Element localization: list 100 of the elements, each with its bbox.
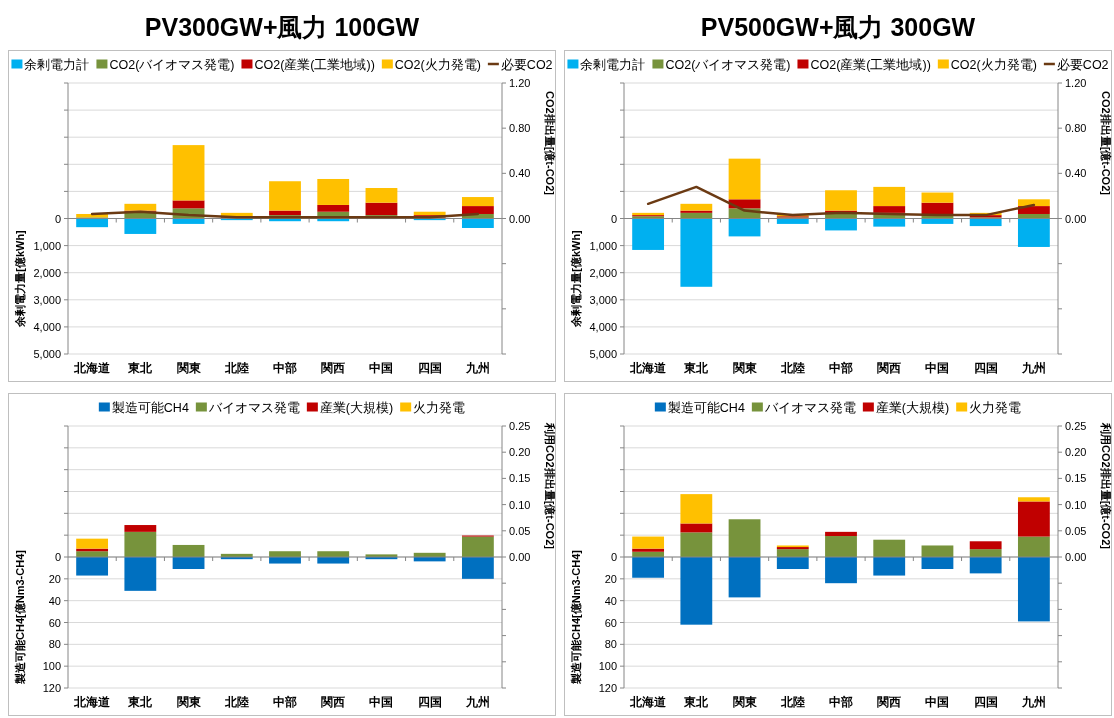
y2-tick-label: 0.25 [509,420,531,432]
y-tick-label: 5,000 [33,348,61,360]
y-axis-title: 製造可能CH4[億Nm3-CH4] [14,549,26,685]
y2-tick-label: 0.80 [1065,122,1087,135]
x-tick-label: 四国 [417,695,442,709]
x-tick-label: 九州 [464,361,490,375]
y2-tick-label: 0.40 [1065,167,1087,180]
y-tick-label: 3,000 [33,293,61,306]
y2-tick-label: 1.20 [1065,77,1087,89]
x-tick-label: 北陸 [223,695,249,709]
y2-tick-label: 0.05 [1065,524,1087,537]
y-tick-label: 40 [604,594,617,607]
x-tick-label: 北陸 [779,361,805,375]
y2-tick-label: 0.00 [509,551,531,563]
x-tick-label: 東北 [127,361,154,375]
y-axis-title: 製造可能CH4[億Nm3-CH4] [570,549,582,685]
x-tick-label: 北海道 [629,695,668,709]
y2-tick-label: 0.00 [1065,551,1087,563]
x-tick-label: 関東 [176,361,202,375]
x-tick-label: 中国 [369,695,394,709]
y2-axis-title: 利用CO2排出量[億t-CO2] [1100,422,1112,550]
legend-label: CO2(産業(工業地域)) [810,56,931,72]
y2-tick-label: 0.80 [509,122,531,135]
legend-label: 製造可能CH4 [111,400,189,415]
y2-axis-title: 利用CO2排出量[億t-CO2] [544,422,556,550]
chart-title: PV500GW+風力 300GW [700,13,976,41]
x-tick-label: 北海道 [73,361,112,375]
y2-tick-label: 0.10 [509,498,531,511]
x-tick-label: 中国 [925,695,950,709]
legend-label: 産業(大規模) [319,399,394,415]
y-tick-label: 120 [42,682,61,694]
x-tick-label: 関東 [176,695,202,709]
x-tick-label: 九州 [1020,695,1046,709]
x-tick-label: 中国 [925,361,950,375]
legend-label: バイオマス発電 [763,400,856,415]
y2-tick-label: 0.25 [1065,420,1087,432]
y-tick-label: 4,000 [589,320,617,333]
y-tick-label: 100 [598,660,617,673]
y-tick-label: 5,000 [589,348,617,360]
x-tick-label: 東北 [683,695,710,709]
x-tick-label: 関東 [732,695,758,709]
x-tick-label: 北陸 [223,361,249,375]
x-tick-label: 四国 [417,361,442,375]
x-tick-label: 四国 [973,361,998,375]
y2-tick-label: 0.20 [509,446,531,459]
y2-axis-title: CO2排出量[億t-CO2] [544,91,556,196]
legend-label: 余剰電力計 [24,57,90,72]
x-tick-label: 北海道 [73,695,112,709]
y2-axis-title: CO2排出量[億t-CO2] [1100,91,1112,196]
x-tick-label: 九州 [464,695,490,709]
x-tick-label: 関西 [321,695,346,709]
legend-label: 製造可能CH4 [667,400,745,415]
legend-label: CO2(火力発電) [950,57,1037,72]
y-axis-title: 余剰電力量[億kWh] [570,229,582,328]
y2-tick-label: 0.10 [1065,498,1087,511]
y-tick-label: 20 [604,572,617,585]
y2-tick-label: 0.15 [1065,472,1087,485]
x-tick-label: 関西 [877,361,902,375]
legend-label: 必要CO2 [1056,57,1109,72]
x-tick-label: 東北 [127,695,154,709]
y-tick-label: 1,000 [589,239,617,252]
y-tick-label: 40 [48,594,61,607]
y2-tick-label: 0.20 [1065,446,1087,459]
legend-label: 産業(大規模) [875,399,950,415]
x-tick-label: 関東 [732,361,758,375]
y-tick-label: 80 [48,638,61,651]
y2-tick-label: 0.40 [509,167,531,180]
legend-label: 火力発電 [969,400,1022,415]
y2-tick-label: 1.20 [509,77,531,89]
y-tick-label: 2,000 [33,266,61,279]
legend-label: CO2(バイオマス発電) [665,57,791,72]
x-tick-label: 四国 [973,695,998,709]
x-tick-label: 関西 [321,361,346,375]
legend-label: バイオマス発電 [207,400,300,415]
y-tick-label: 100 [42,660,61,673]
y2-tick-label: 0.00 [509,212,531,225]
y-tick-label: 3,000 [589,293,617,306]
chart-title: PV300GW+風力 100GW [144,13,420,41]
y-tick-label: 0 [54,212,61,225]
legend-label: 余剰電力計 [580,57,646,72]
legend-label: CO2(産業(工業地域)) [254,56,375,72]
y-tick-label: 0 [54,551,61,563]
y-tick-label: 0 [610,212,617,225]
y2-tick-label: 0.05 [509,524,531,537]
legend-label: 火力発電 [413,400,466,415]
y-tick-label: 1,000 [33,239,61,252]
legend-label: CO2(バイオマス発電) [109,57,235,72]
y-tick-label: 2,000 [589,266,617,279]
x-tick-label: 北陸 [779,695,805,709]
legend-label: CO2(火力発電) [394,57,481,72]
y-tick-label: 20 [48,572,61,585]
x-tick-label: 中部 [273,695,297,709]
y-tick-label: 60 [604,616,617,629]
y-axis-title: 余剰電力量[億kWh] [14,229,26,328]
y-tick-label: 80 [604,638,617,651]
x-tick-label: 中国 [369,361,394,375]
legend-label: 必要CO2 [500,57,553,72]
y-tick-label: 4,000 [33,320,61,333]
x-tick-label: 東北 [683,361,710,375]
x-tick-label: 中部 [829,361,853,375]
